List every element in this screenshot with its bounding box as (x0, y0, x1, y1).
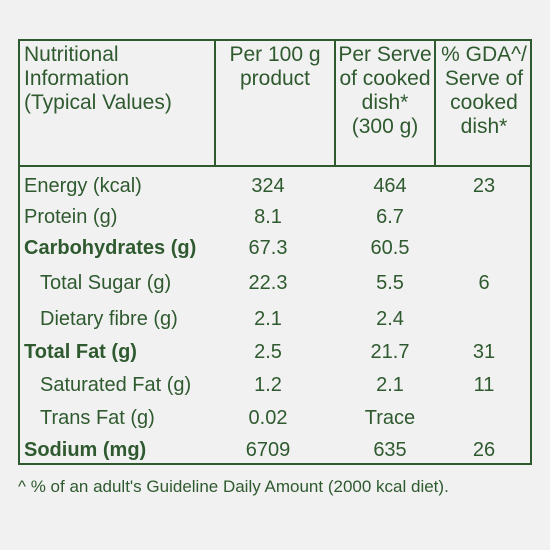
table-row-protein: Protein (g) 8.1 6.7 (20, 202, 530, 232)
nutrition-table: Nutritional Information (Typical Values)… (18, 39, 532, 465)
table-row-total-fat: Total Fat (g) 2.5 21.7 31 (20, 337, 530, 367)
table-row-carbohydrates: Carbohydrates (g) 67.3 60.5 (20, 233, 530, 263)
header-divider (20, 165, 530, 167)
value-per-serve: 635 (373, 439, 407, 461)
row-label: Total Fat (g) (24, 341, 137, 363)
row-label: Energy (kcal) (24, 175, 142, 197)
value-per-100g: 8.1 (254, 206, 282, 228)
value-per-100g: 22.3 (248, 272, 288, 294)
value-gda: 11 (473, 374, 495, 396)
value-gda: 31 (472, 341, 496, 363)
value-per-100g: 2.1 (254, 308, 282, 330)
value-per-serve: 464 (373, 175, 407, 197)
table-row-dietary-fibre: Dietary fibre (g) 2.1 2.4 (20, 304, 530, 334)
row-label: Dietary fibre (g) (40, 308, 178, 330)
value-per-serve: 2.4 (376, 308, 404, 330)
value-per-100g: 324 (251, 175, 285, 197)
value-per-serve: 5.5 (376, 272, 404, 294)
value-gda: 23 (472, 175, 496, 197)
gda-footnote: ^ % of an adult's Guideline Daily Amount… (18, 477, 449, 496)
row-label: Saturated Fat (g) (40, 374, 192, 396)
table-row-sodium: Sodium (mg) 6709 635 26 (20, 435, 530, 465)
value-per-100g: 1.2 (254, 374, 282, 396)
column-divider-2 (334, 41, 336, 165)
value-per-100g: 2.5 (254, 341, 282, 363)
value-per-serve: 60.5 (370, 237, 410, 259)
value-per-serve: Trace (364, 407, 416, 429)
value-per-serve: 21.7 (370, 341, 410, 363)
value-gda: 26 (472, 439, 496, 461)
row-label: Carbohydrates (g) (24, 237, 197, 259)
header-gda: % GDA^/ Serve of cooked dish* (441, 43, 527, 138)
header-per-100g: Per 100 g product (229, 43, 321, 90)
table-row-trans-fat: Trans Fat (g) 0.02 Trace (20, 403, 530, 433)
header-per-serve: Per Serve of cooked dish* (300 g) (338, 43, 432, 138)
table-row-energy: Energy (kcal) 324 464 23 (20, 171, 530, 201)
header-nutritional-information: Nutritional Information (Typical Values) (24, 43, 172, 114)
row-label: Protein (g) (24, 206, 118, 228)
value-per-serve: 6.7 (376, 206, 404, 228)
value-gda: 6 (478, 272, 490, 294)
value-per-100g: 6709 (245, 439, 291, 461)
table-row-total-sugar: Total Sugar (g) 22.3 5.5 6 (20, 268, 530, 298)
row-label: Total Sugar (g) (40, 272, 172, 294)
row-label: Trans Fat (g) (40, 407, 155, 429)
row-label: Sodium (mg) (24, 439, 147, 461)
column-divider-3 (434, 41, 436, 165)
value-per-100g: 67.3 (248, 237, 288, 259)
value-per-serve: 2.1 (376, 374, 404, 396)
table-row-saturated-fat: Saturated Fat (g) 1.2 2.1 11 (20, 370, 530, 400)
value-per-100g: 0.02 (248, 407, 288, 429)
column-divider-1 (214, 41, 216, 165)
